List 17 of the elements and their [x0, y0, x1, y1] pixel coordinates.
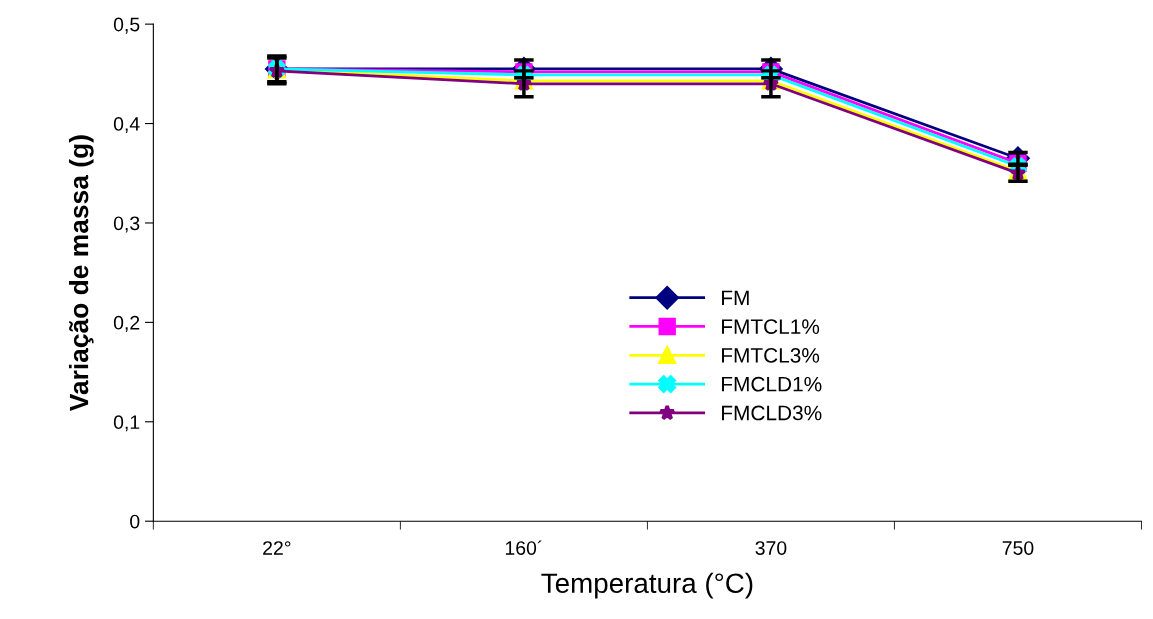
y-tick-label: 0,1: [113, 415, 140, 432]
x-tick-label: 160´: [505, 540, 542, 555]
legend-label: FMTCL1%: [722, 319, 820, 334]
y-tick-label: 0,5: [113, 17, 140, 34]
y-tick-label: 0: [130, 514, 140, 529]
x-tick-label: 370: [755, 541, 787, 555]
x-tick-label: 750: [1002, 541, 1034, 555]
y-tick-label: 0,4: [113, 117, 140, 134]
y-tick-label: 0,3: [113, 216, 140, 233]
legend-label: FMTCL3%: [722, 348, 820, 363]
x-tick-label: 22°: [263, 541, 291, 555]
legend-label: FM: [722, 290, 749, 305]
y-tick-label: 0,2: [113, 315, 140, 332]
y-axis-title: Variação de massa (g): [68, 135, 94, 412]
legend-label: FMCLD3%: [722, 405, 822, 421]
legend-label: FMCLD1%: [722, 376, 822, 392]
x-axis-title: Temperatura (°C): [541, 572, 753, 599]
